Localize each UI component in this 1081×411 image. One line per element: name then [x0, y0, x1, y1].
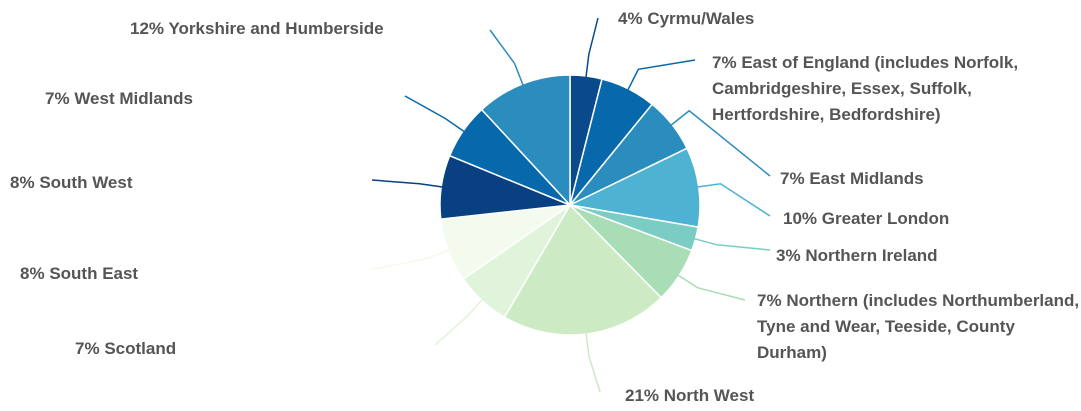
leader-line — [404, 95, 467, 134]
slice-label: 10% Greater London — [783, 206, 949, 232]
leader-line — [489, 29, 525, 88]
category-label: Yorkshire and Humberside — [168, 19, 384, 38]
leader-line — [584, 17, 599, 81]
value-label: 7% — [757, 291, 782, 310]
value-label: 7% — [75, 339, 100, 358]
value-label: 7% — [45, 89, 70, 108]
slice-label: 7% East of England (includes Norfolk, Ca… — [712, 50, 1022, 128]
leader-line — [675, 272, 746, 301]
leader-line — [371, 179, 446, 189]
value-label: 10% — [783, 209, 818, 228]
slice-label: 3% Northern Ireland — [776, 243, 938, 269]
category-label: West Midlands — [74, 89, 194, 108]
leader-line — [668, 109, 771, 177]
slice-label: 7% West Midlands — [45, 86, 193, 112]
category-label: South West — [39, 173, 133, 192]
category-label: Greater London — [821, 209, 950, 228]
leader-line — [691, 237, 771, 251]
value-label: 8% — [20, 264, 45, 283]
slice-label: 7% Scotland — [75, 336, 176, 362]
category-label: Northern Ireland — [805, 246, 938, 265]
leader-line — [434, 296, 485, 346]
value-label: 21% — [625, 386, 660, 405]
slice-label: 7% Northern (includes Northumberland, Ty… — [757, 288, 1081, 366]
slice-label: 7% East Midlands — [780, 166, 924, 192]
slice-label: 4% Cyrmu/Wales — [618, 6, 754, 32]
category-label: East Midlands — [809, 169, 924, 188]
category-label: North West — [663, 386, 755, 405]
category-label: Cyrmu/Wales — [647, 9, 755, 28]
value-label: 3% — [776, 246, 801, 265]
leader-line — [369, 248, 453, 271]
leader-line — [584, 329, 601, 393]
category-label: South East — [49, 264, 139, 283]
value-label: 8% — [10, 173, 35, 192]
value-label: 4% — [618, 9, 643, 28]
value-label: 12% — [130, 19, 165, 38]
category-label: Scotland — [104, 339, 177, 358]
category-label: Northern (includes Northumberland, Tyne … — [757, 291, 1080, 362]
leader-line — [694, 183, 771, 217]
category-label: East of England (includes Norfolk, Cambr… — [712, 53, 1019, 124]
slice-label: 21% North West — [625, 383, 754, 409]
slice-label: 8% South West — [10, 170, 133, 196]
slice-label: 12% Yorkshire and Humberside — [130, 16, 384, 42]
value-label: 7% — [712, 53, 737, 72]
leader-line — [626, 59, 696, 93]
value-label: 7% — [780, 169, 805, 188]
slice-label: 8% South East — [20, 261, 138, 287]
